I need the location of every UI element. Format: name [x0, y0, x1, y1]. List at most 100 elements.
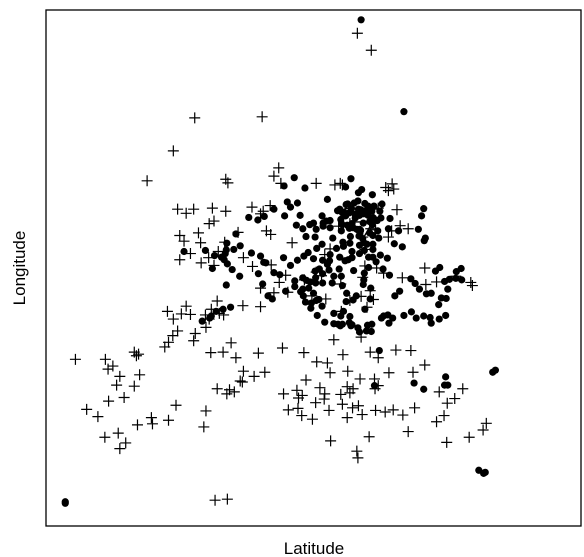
- plus-point: [273, 276, 285, 288]
- circle-point: [201, 246, 210, 255]
- circle-point: [384, 225, 392, 233]
- circle-point: [219, 305, 227, 313]
- circle-point: [322, 217, 330, 225]
- circle-point: [312, 279, 320, 287]
- circle-point: [384, 311, 392, 319]
- circle-point: [212, 307, 220, 315]
- circle-point: [217, 253, 226, 261]
- plus-point: [237, 300, 249, 312]
- plus-point: [200, 321, 212, 333]
- circle-point: [355, 241, 364, 249]
- plus-point: [337, 349, 349, 361]
- circle-point: [338, 209, 346, 217]
- plus-point: [372, 352, 384, 364]
- plus-point: [278, 388, 290, 400]
- circle-point: [256, 252, 265, 260]
- plus-point: [318, 393, 330, 405]
- plus-point: [365, 44, 377, 56]
- circle-point: [254, 270, 262, 278]
- circle-point: [348, 254, 356, 262]
- circle-point: [318, 270, 327, 278]
- plus-point: [300, 374, 312, 386]
- plus-point: [457, 383, 469, 395]
- circle-point: [407, 308, 416, 316]
- circle-point: [400, 108, 408, 116]
- circle-point: [276, 271, 284, 279]
- plus-point: [221, 493, 233, 505]
- circle-point: [445, 275, 453, 283]
- circle-point: [367, 284, 375, 292]
- plus-point: [391, 204, 403, 216]
- circle-point: [345, 319, 353, 327]
- circle-point: [357, 16, 365, 24]
- circle-point: [342, 297, 350, 306]
- circle-point: [280, 182, 288, 190]
- circle-point: [375, 234, 383, 242]
- circle-point: [292, 221, 300, 229]
- plus-point: [167, 330, 179, 342]
- circle-point: [286, 203, 295, 211]
- data-points: [61, 16, 499, 507]
- circle-point: [259, 280, 267, 288]
- plus-point: [419, 262, 431, 274]
- circle-point: [323, 195, 332, 203]
- circle-point: [299, 225, 307, 233]
- circle-point: [304, 248, 312, 257]
- circle-point: [350, 266, 358, 275]
- circle-point: [373, 216, 381, 225]
- plus-point: [347, 402, 359, 414]
- plus-point: [114, 443, 126, 455]
- plus-point: [293, 392, 305, 404]
- circle-point: [281, 212, 289, 220]
- plus-point: [237, 365, 249, 377]
- plus-point: [228, 386, 240, 398]
- circle-point: [293, 199, 302, 207]
- plus-point: [344, 387, 356, 399]
- plus-point: [396, 272, 408, 284]
- plus-point: [99, 431, 111, 443]
- circle-point: [363, 240, 371, 248]
- circle-point: [198, 317, 206, 325]
- plus-point: [341, 412, 353, 424]
- circle-point: [309, 289, 318, 297]
- plus-point: [276, 342, 288, 354]
- plus-point: [321, 357, 333, 369]
- circle-point: [435, 315, 443, 323]
- circle-point: [458, 276, 466, 284]
- plus-point: [206, 202, 218, 214]
- circle-point: [247, 249, 256, 257]
- circle-point: [282, 287, 290, 295]
- circle-point: [318, 256, 327, 264]
- plus-point: [174, 229, 186, 241]
- circle-point: [383, 254, 391, 262]
- plus-point: [388, 183, 400, 195]
- circle-point: [368, 320, 376, 328]
- plus-point: [99, 353, 111, 365]
- circle-point: [379, 265, 387, 273]
- circle-point: [302, 232, 310, 241]
- plus-point: [131, 419, 143, 431]
- circle-point: [361, 305, 369, 313]
- circle-point: [354, 189, 363, 197]
- circle-point: [394, 227, 403, 235]
- plus-point: [387, 404, 399, 416]
- circle-point: [444, 285, 452, 293]
- circle-point: [318, 212, 326, 220]
- plus-point: [256, 111, 268, 123]
- circle-point: [348, 247, 356, 256]
- circle-point: [374, 227, 382, 235]
- plus-point: [252, 347, 264, 359]
- plus-point: [342, 365, 354, 377]
- plus-point: [314, 382, 326, 394]
- circle-point: [360, 246, 368, 255]
- plus-point: [291, 384, 303, 396]
- plus-point: [329, 179, 341, 191]
- circle-point: [386, 214, 394, 223]
- circle-point: [206, 314, 214, 322]
- circle-point: [313, 311, 321, 320]
- plus-point: [112, 427, 124, 439]
- circle-point: [318, 302, 326, 310]
- plus-point: [264, 200, 276, 212]
- plus-point: [69, 353, 81, 365]
- circle-point: [378, 200, 386, 208]
